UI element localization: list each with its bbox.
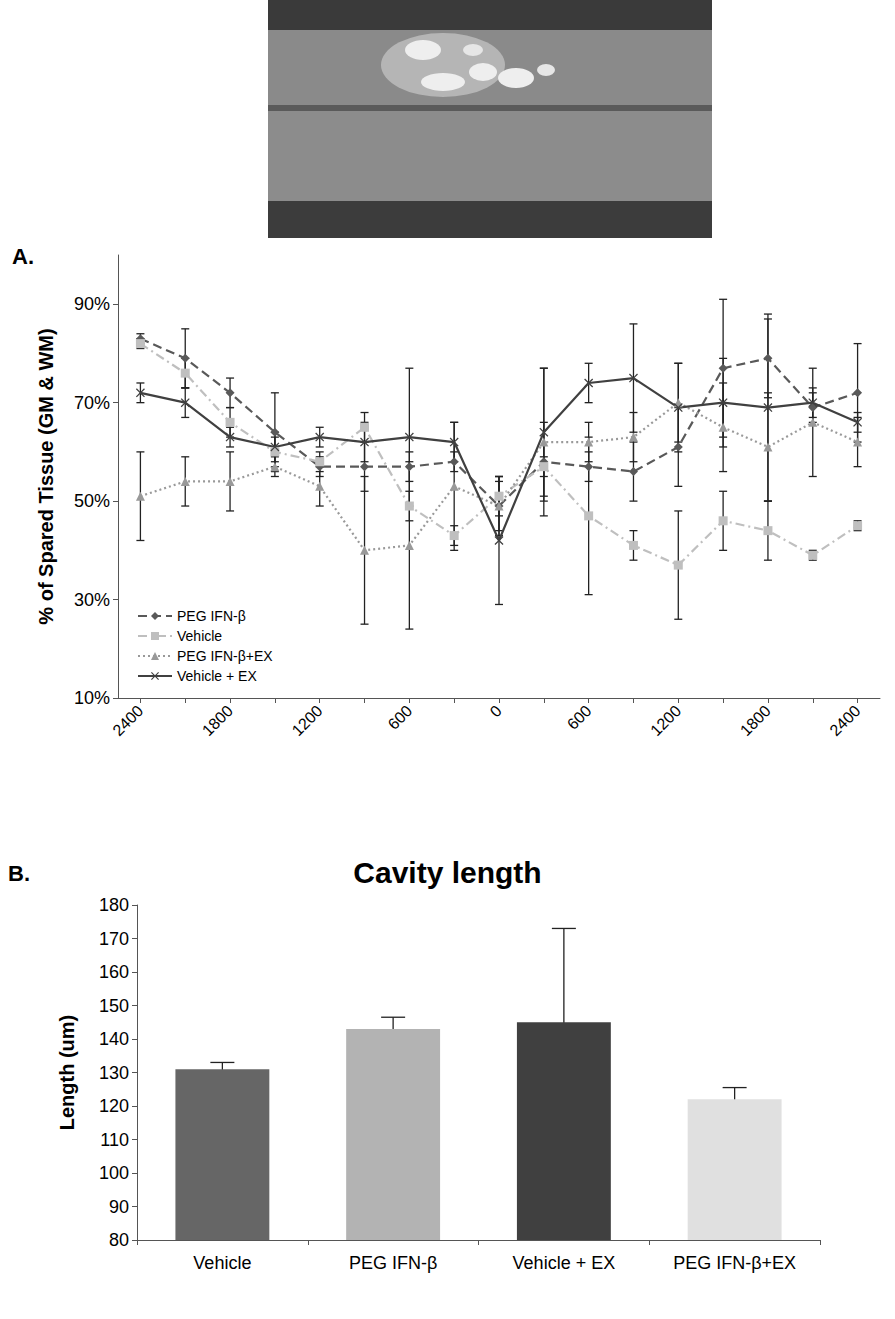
svg-text:PEG IFN-β: PEG IFN-β [349,1253,437,1273]
svg-text:Length (um): Length (um) [56,1015,78,1131]
svg-text:120: 120 [99,1096,129,1116]
svg-text:Vehicle: Vehicle [177,628,222,644]
svg-text:100: 100 [99,1163,129,1183]
svg-text:70%: 70% [74,393,110,413]
svg-text:PEG IFN-β+EX: PEG IFN-β+EX [177,648,273,664]
svg-text:600: 600 [564,702,595,733]
svg-text:80: 80 [109,1230,129,1250]
svg-text:10%: 10% [74,688,110,708]
svg-text:1200: 1200 [647,702,684,739]
svg-text:PEG IFN-β+EX: PEG IFN-β+EX [673,1253,796,1273]
svg-text:130: 130 [99,1063,129,1083]
svg-text:Vehicle + EX: Vehicle + EX [513,1253,616,1273]
svg-text:30%: 30% [74,590,110,610]
svg-text:50%: 50% [74,491,110,511]
svg-text:2400: 2400 [826,702,863,739]
svg-text:Vehicle: Vehicle [193,1253,251,1273]
svg-text:170: 170 [99,929,129,949]
svg-text:PEG IFN-β: PEG IFN-β [177,608,246,624]
svg-text:1800: 1800 [199,702,236,739]
svg-text:A.: A. [12,245,34,269]
svg-text:110: 110 [100,1130,129,1150]
svg-text:2400: 2400 [109,702,146,739]
svg-text:180: 180 [99,895,129,915]
svg-text:90%: 90% [74,294,110,314]
svg-text:B.: B. [8,861,30,886]
svg-text:Cavity length: Cavity length [353,856,541,889]
svg-text:160: 160 [99,962,129,982]
svg-text:Vehicle + EX: Vehicle + EX [177,668,257,684]
svg-text:150: 150 [99,996,129,1016]
svg-text:% of Spared Tissue (GM & WM): % of Spared Tissue (GM & WM) [35,328,57,624]
svg-text:1200: 1200 [289,702,326,739]
svg-text:90: 90 [109,1197,129,1217]
svg-text:0: 0 [487,702,505,720]
svg-text:600: 600 [384,702,415,733]
svg-text:1800: 1800 [737,702,774,739]
svg-text:140: 140 [99,1029,129,1049]
